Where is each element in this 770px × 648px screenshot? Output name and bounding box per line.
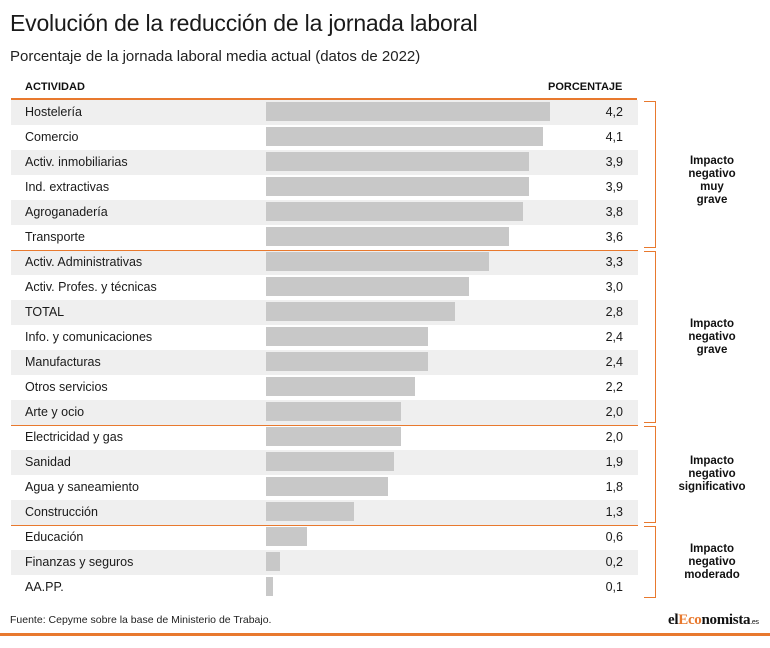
category-label: Educación — [25, 530, 84, 544]
category-label: Agroganadería — [25, 205, 108, 219]
table-row: Activ. Administrativas 3,3 — [11, 250, 638, 275]
category-label: AA.PP. — [25, 580, 64, 594]
bar — [266, 177, 530, 196]
value-label: 2,0 — [605, 405, 623, 419]
group-label: Impacto negativo significativo — [678, 455, 746, 493]
table-row: Ind. extractivas 3,9 — [11, 175, 638, 200]
bar — [266, 152, 530, 171]
category-label: Activ. Profes. y técnicas — [25, 280, 157, 294]
table-row: Otros servicios 2,2 — [11, 375, 638, 400]
value-label: 0,1 — [605, 580, 623, 594]
bar — [266, 352, 428, 371]
group-label: Impacto negativo muy grave — [688, 155, 736, 206]
value-label: 2,4 — [605, 330, 623, 344]
value-label: 1,8 — [605, 480, 623, 494]
category-label: Arte y ocio — [25, 405, 85, 419]
category-label: TOTAL — [25, 305, 65, 319]
bar — [266, 377, 415, 396]
table-row: Agua y saneamiento 1,8 — [11, 475, 638, 500]
table-row: TOTAL 2,8 — [11, 300, 638, 325]
category-label: Info. y comunicaciones — [25, 330, 153, 344]
table-row: Comercio 4,1 — [11, 125, 638, 150]
value-label: 3,8 — [605, 205, 623, 219]
bar — [266, 402, 401, 421]
category-label: Ind. extractivas — [25, 180, 110, 194]
bar — [266, 452, 395, 471]
value-label: 3,9 — [605, 180, 623, 194]
category-label: Activ. Administrativas — [25, 255, 143, 269]
bar — [266, 327, 428, 346]
bar — [266, 277, 469, 296]
group-label: Impacto negativo grave — [688, 317, 736, 356]
table-row: Electricidad y gas 2,0 — [11, 425, 638, 450]
value-label: 0,2 — [605, 555, 623, 569]
column-header-percentage: PORCENTAJE — [548, 81, 623, 93]
bar — [266, 252, 489, 271]
bar — [266, 102, 550, 121]
group-bracket — [644, 526, 656, 598]
value-label: 4,2 — [605, 105, 623, 119]
category-label: Comercio — [25, 130, 79, 144]
value-label: 3,3 — [605, 255, 623, 269]
bar — [266, 477, 388, 496]
value-label: 4,1 — [605, 130, 623, 144]
bar — [266, 527, 307, 546]
bar — [266, 502, 354, 521]
bar — [266, 202, 523, 221]
table-row: Finanzas y seguros 0,2 — [11, 550, 638, 575]
group-bracket — [644, 251, 656, 423]
table-row: Transporte 3,6 — [11, 225, 638, 250]
value-label: 1,9 — [605, 455, 623, 469]
bar — [266, 552, 280, 571]
bar — [266, 227, 509, 246]
category-label: Hostelería — [25, 105, 82, 119]
category-label: Manufacturas — [25, 355, 101, 369]
column-header-activity: ACTIVIDAD — [25, 81, 85, 93]
table-row: Sanidad 1,9 — [11, 450, 638, 475]
category-label: Finanzas y seguros — [25, 555, 134, 569]
category-label: Agua y saneamiento — [25, 480, 139, 494]
group-separator — [11, 525, 638, 526]
table-row: Arte y ocio 2,0 — [11, 400, 638, 425]
category-label: Otros servicios — [25, 380, 108, 394]
bar — [266, 427, 401, 446]
bar — [266, 127, 543, 146]
chart-title: Evolución de la reducción de la jornada … — [10, 10, 478, 36]
table-row: Activ. inmobiliarias 3,9 — [11, 150, 638, 175]
value-label: 3,6 — [605, 230, 623, 244]
table-row: Construcción 1,3 — [11, 500, 638, 525]
category-label: Electricidad y gas — [25, 430, 123, 444]
group-bracket — [644, 101, 656, 248]
chart-subtitle: Porcentaje de la jornada laboral media a… — [10, 48, 421, 65]
value-label: 2,0 — [605, 430, 623, 444]
category-label: Sanidad — [25, 455, 71, 469]
category-label: Transporte — [25, 230, 85, 244]
value-label: 2,4 — [605, 355, 623, 369]
table-row: Agroganadería 3,8 — [11, 200, 638, 225]
value-label: 3,0 — [605, 280, 623, 294]
value-label: 2,8 — [605, 305, 623, 319]
table-row: Manufacturas 2,4 — [11, 350, 638, 375]
table-row: Educación 0,6 — [11, 525, 638, 550]
eleconomista-logo: elEconomista.es — [668, 612, 759, 628]
value-label: 3,9 — [605, 155, 623, 169]
value-label: 0,6 — [605, 530, 623, 544]
table-row: Hostelería 4,2 — [11, 100, 638, 125]
group-separator — [11, 250, 638, 251]
table-row: AA.PP. 0,1 — [11, 575, 638, 600]
value-label: 2,2 — [605, 380, 623, 394]
source-note: Fuente: Cepyme sobre la base de Minister… — [10, 614, 272, 626]
category-label: Construcción — [25, 505, 98, 519]
footer-accent-line — [0, 633, 770, 636]
bar — [266, 577, 273, 596]
table-row: Info. y comunicaciones 2,4 — [11, 325, 638, 350]
category-label: Activ. inmobiliarias — [25, 155, 128, 169]
group-separator — [11, 425, 638, 426]
table-row: Activ. Profes. y técnicas 3,0 — [11, 275, 638, 300]
header-divider — [11, 98, 637, 100]
bar — [266, 302, 455, 321]
value-label: 1,3 — [605, 505, 623, 519]
group-bracket — [644, 426, 656, 523]
group-label: Impacto negativo moderado — [684, 542, 740, 581]
